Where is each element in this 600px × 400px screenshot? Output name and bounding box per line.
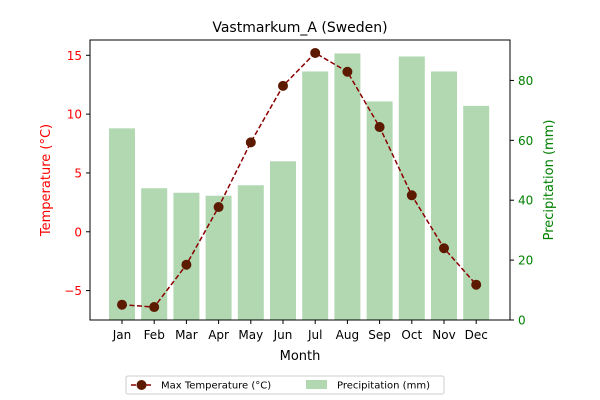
- precip-bar-apr: [205, 195, 232, 320]
- x-tick-label: Feb: [144, 328, 165, 342]
- x-tick-label: Aug: [336, 328, 359, 342]
- precip-bar-mar: [173, 192, 200, 320]
- temp-point-aug: [342, 66, 353, 77]
- precip-bar-sep: [366, 101, 393, 320]
- x-tick-label: Oct: [401, 328, 422, 342]
- precip-bar-jan: [109, 128, 135, 320]
- x-axis-label: Month: [280, 349, 321, 364]
- precip-bar-feb: [141, 188, 168, 320]
- x-tick-label: Mar: [175, 328, 198, 342]
- x-tick-label: Jan: [112, 328, 132, 342]
- precip-bar-aug: [334, 53, 361, 320]
- x-tick-label: Jun: [273, 328, 293, 342]
- right-y-axis-label: Precipitation (mm): [542, 120, 557, 241]
- left-y-tick-label: 10: [67, 108, 82, 122]
- temp-point-dec: [471, 279, 482, 290]
- temp-point-oct: [406, 190, 417, 201]
- legend-precipitation-label: Precipitation (mm): [337, 381, 430, 392]
- right-y-tick-label: 0: [518, 314, 526, 328]
- temp-point-mar: [181, 259, 192, 270]
- legend-frame: [125, 375, 445, 395]
- right-y-tick-label: 80: [518, 74, 533, 88]
- left-y-tick-label: 0: [74, 225, 82, 239]
- precip-bar-may: [237, 185, 264, 320]
- legend-temperature-label: Max Temperature (°C): [161, 381, 271, 392]
- temp-point-jan: [117, 299, 127, 310]
- x-axis-ticks: Jan Feb Mar Apr May Jun Jul Aug Sep Oct Nov Dec: [112, 320, 488, 342]
- right-y-axis-ticks: 0 20 40 60 80: [510, 74, 533, 328]
- x-tick-label: Nov: [432, 328, 455, 342]
- temperature-line-path: [121, 51, 477, 308]
- temp-point-feb: [149, 302, 160, 313]
- legend-bar-swatch: [306, 380, 327, 389]
- precipitation-bars: [109, 53, 490, 321]
- right-y-tick-label: 20: [518, 254, 533, 268]
- left-y-tick-label: 5: [74, 166, 82, 180]
- x-tick-label: Jul: [307, 328, 322, 342]
- left-y-tick-label: −5: [64, 284, 82, 298]
- x-tick-label: Sep: [368, 328, 391, 342]
- precip-bar-oct: [398, 56, 425, 321]
- temp-point-may: [245, 137, 256, 148]
- left-y-axis-label: Temperature (°C): [39, 124, 54, 237]
- precip-bar-nov: [431, 71, 457, 320]
- x-tick-label: May: [238, 328, 263, 342]
- plot-frame: [89, 39, 511, 321]
- left-y-axis-ticks: −5 0 5 10 15: [64, 49, 90, 298]
- temp-point-sep: [374, 122, 385, 133]
- temp-point-jul: [310, 47, 321, 58]
- temperature-line: [117, 47, 482, 313]
- precip-bar-jul: [302, 71, 329, 320]
- legend-marker-swatch: [136, 380, 147, 390]
- x-tick-label: Dec: [465, 328, 488, 342]
- x-tick-label: Apr: [208, 328, 229, 342]
- temp-point-nov: [439, 243, 449, 254]
- chart-title: Vastmarkum_A (Sweden): [212, 20, 387, 36]
- temp-point-apr: [213, 202, 224, 213]
- legend: Max Temperature (°C) Precipitation (mm): [125, 375, 445, 395]
- right-y-tick-label: 60: [518, 134, 533, 148]
- right-y-tick-label: 40: [518, 194, 533, 208]
- precip-bar-jun: [270, 161, 296, 320]
- left-y-tick-label: 15: [67, 49, 82, 63]
- temp-point-jun: [278, 80, 288, 91]
